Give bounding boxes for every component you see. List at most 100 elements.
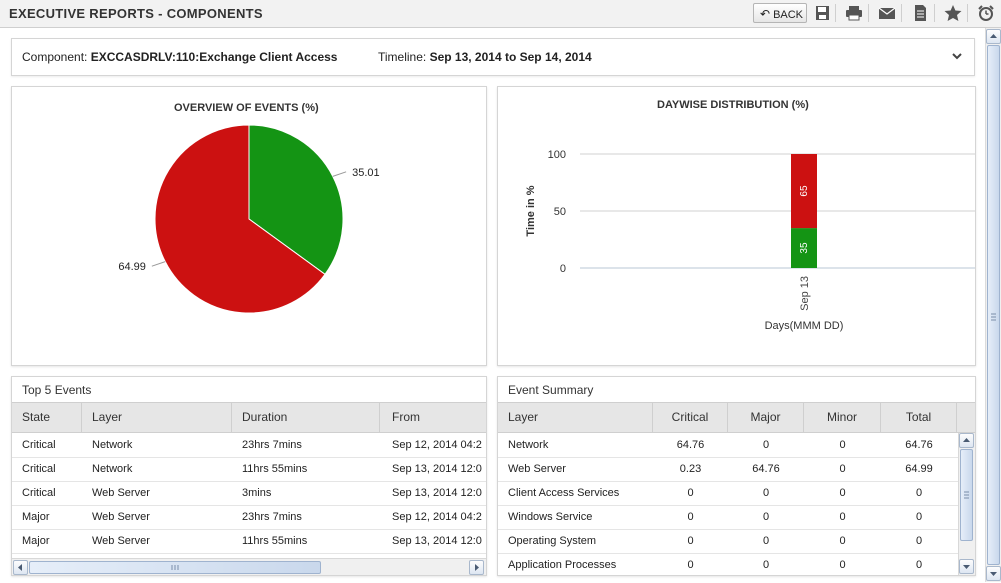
- filter-panel[interactable]: Component: EXCCASDRLV:110:Exchange Clien…: [11, 38, 975, 76]
- table-cell: Sep 13, 2014 12:0: [392, 535, 482, 547]
- pie-data-label: 35.01: [352, 167, 380, 179]
- top-bar: EXECUTIVE REPORTS - COMPONENTS ↶ BACK: [0, 0, 1001, 28]
- horizontal-scrollbar[interactable]: [12, 558, 486, 575]
- table-row[interactable]: Network 64.76 0 0 64.76: [498, 433, 958, 458]
- scroll-right-icon: [475, 564, 479, 571]
- table-cell: Critical: [22, 439, 56, 451]
- event-summary-header: Layer Critical Major Minor Total: [498, 402, 975, 433]
- chevron-down-icon[interactable]: [950, 49, 964, 63]
- table-cell: 11hrs 55mins: [242, 463, 308, 475]
- top-events-title: Top 5 Events: [22, 383, 92, 397]
- column-header-total[interactable]: Total: [881, 403, 957, 432]
- table-cell: Web Server: [92, 535, 150, 547]
- table-cell: 0: [762, 559, 770, 571]
- back-label: BACK: [773, 9, 804, 21]
- event-summary-panel: Event Summary Layer Critical Major Minor…: [497, 376, 976, 576]
- scroll-up-icon: [963, 438, 970, 442]
- table-cell: 0: [687, 559, 694, 571]
- table-row[interactable]: Operating System 0 0 0 0: [498, 529, 958, 554]
- daywise-chart-title: DAYWISE DISTRIBUTION (%): [657, 99, 809, 111]
- vertical-scrollbar[interactable]: [958, 433, 975, 575]
- timeline-value: Sep 13, 2014 to Sep 14, 2014: [429, 50, 592, 64]
- table-cell: 0: [839, 439, 846, 451]
- table-cell: Sep 13, 2014 12:0: [392, 463, 482, 475]
- bar-segment: [791, 154, 817, 229]
- table-row[interactable]: Client Access Services 0 0 0 0: [498, 481, 958, 506]
- bar-segment: [791, 228, 817, 268]
- table-cell: 64.99: [905, 463, 933, 475]
- event-summary-title: Event Summary: [508, 383, 594, 397]
- alarm-clock-icon[interactable]: [975, 4, 997, 22]
- table-row[interactable]: Major Web Server 23hrs 7mins Sep 12, 2014 0…: [12, 505, 486, 530]
- table-row[interactable]: Critical Web Server 3mins Sep 13, 2014 12:0: [12, 481, 486, 506]
- table-cell: 0: [839, 535, 846, 547]
- table-cell: Major: [22, 511, 50, 523]
- table-cell: 0: [915, 487, 923, 499]
- column-header-minor[interactable]: Minor: [804, 403, 881, 432]
- star-icon[interactable]: [942, 4, 964, 22]
- table-cell: 0: [687, 487, 694, 499]
- email-icon[interactable]: [876, 4, 898, 22]
- column-header-critical[interactable]: Critical: [653, 403, 728, 432]
- page-scroll-up-button[interactable]: [986, 29, 1001, 44]
- scroll-left-icon: [18, 564, 22, 571]
- grip-icon: [964, 491, 969, 499]
- pie-slice: [154, 124, 326, 314]
- column-header-duration[interactable]: Duration: [232, 403, 380, 432]
- pie-leader-line: [332, 171, 347, 177]
- scroll-down-icon: [963, 565, 970, 569]
- table-cell: Application Processes: [508, 559, 617, 571]
- table-cell: 0: [839, 511, 846, 523]
- table-cell: 0: [915, 511, 923, 523]
- component-value: EXCCASDRLV:110:Exchange Client Access: [90, 50, 338, 64]
- column-header-state[interactable]: State: [12, 403, 82, 432]
- pie-data-label: 64.99: [118, 261, 146, 273]
- grip-icon: [171, 565, 179, 570]
- table-row[interactable]: Application Processes 0 0 0 0: [498, 553, 958, 575]
- table-cell: 0: [839, 487, 846, 499]
- back-button[interactable]: ↶ BACK: [753, 3, 807, 23]
- vertical-scroll-thumb[interactable]: [960, 449, 973, 541]
- scroll-down-icon: [990, 572, 997, 576]
- table-cell: Sep 12, 2014 04:2: [392, 439, 482, 451]
- column-header-major[interactable]: Major: [728, 403, 804, 432]
- table-cell: 64.76: [752, 463, 780, 475]
- save-icon[interactable]: [811, 4, 833, 22]
- column-header-layer[interactable]: Layer: [498, 403, 653, 432]
- table-cell: 0: [687, 535, 694, 547]
- y-tick-label: 0: [560, 263, 566, 275]
- table-cell: 0: [839, 559, 846, 571]
- table-cell: Web Server: [92, 487, 150, 499]
- daywise-chart-panel: DAYWISE DISTRIBUTION (%) 100 50 0 Time in %…: [497, 86, 976, 366]
- page-scroll-thumb[interactable]: [987, 45, 1000, 565]
- table-row[interactable]: Critical Network 11hrs 55mins Sep 13, 2014 …: [12, 457, 486, 482]
- table-row[interactable]: Windows Service 0 0 0 0: [498, 505, 958, 530]
- daywise-bar-chart: 100 50 0 Time in % Days(MMM DD) 35 65 Sep 13: [525, 149, 975, 332]
- column-header-layer[interactable]: Layer: [82, 403, 232, 432]
- table-cell: 64.76: [676, 439, 705, 451]
- scroll-up-button[interactable]: [959, 433, 974, 448]
- print-icon[interactable]: [843, 4, 865, 22]
- table-row[interactable]: Web Server 0.23 64.76 0 64.99: [498, 457, 958, 482]
- timeline-label: Timeline:: [378, 50, 427, 64]
- table-cell: Network: [92, 439, 133, 451]
- toolbar-divider: [868, 4, 869, 22]
- table-row[interactable]: Critical Network 23hrs 7mins Sep 12, 2014 0…: [12, 433, 486, 458]
- table-cell: 0: [687, 511, 694, 523]
- y-tick-label: 100: [548, 149, 566, 161]
- timeline-filter: Timeline: Sep 13, 2014 to Sep 14, 2014: [378, 50, 592, 64]
- table-cell: 0.23: [679, 463, 702, 475]
- scroll-down-button[interactable]: [959, 559, 974, 574]
- document-icon[interactable]: [909, 4, 931, 22]
- table-cell: Critical: [22, 463, 56, 475]
- toolbar-divider: [934, 4, 935, 22]
- table-row[interactable]: Major Web Server 11hrs 55mins Sep 13, 2014 …: [12, 529, 486, 554]
- scroll-right-button[interactable]: [469, 560, 484, 575]
- overview-chart-panel: OVERVIEW OF EVENTS (%) 35.01 64.99: [11, 86, 487, 366]
- page-scroll-down-button[interactable]: [986, 566, 1001, 581]
- horizontal-scroll-thumb[interactable]: [29, 561, 321, 574]
- table-cell: Client Access Services: [508, 487, 620, 499]
- scroll-left-button[interactable]: [13, 560, 28, 575]
- page-scrollbar[interactable]: [985, 28, 1001, 582]
- column-header-from[interactable]: From: [392, 410, 420, 424]
